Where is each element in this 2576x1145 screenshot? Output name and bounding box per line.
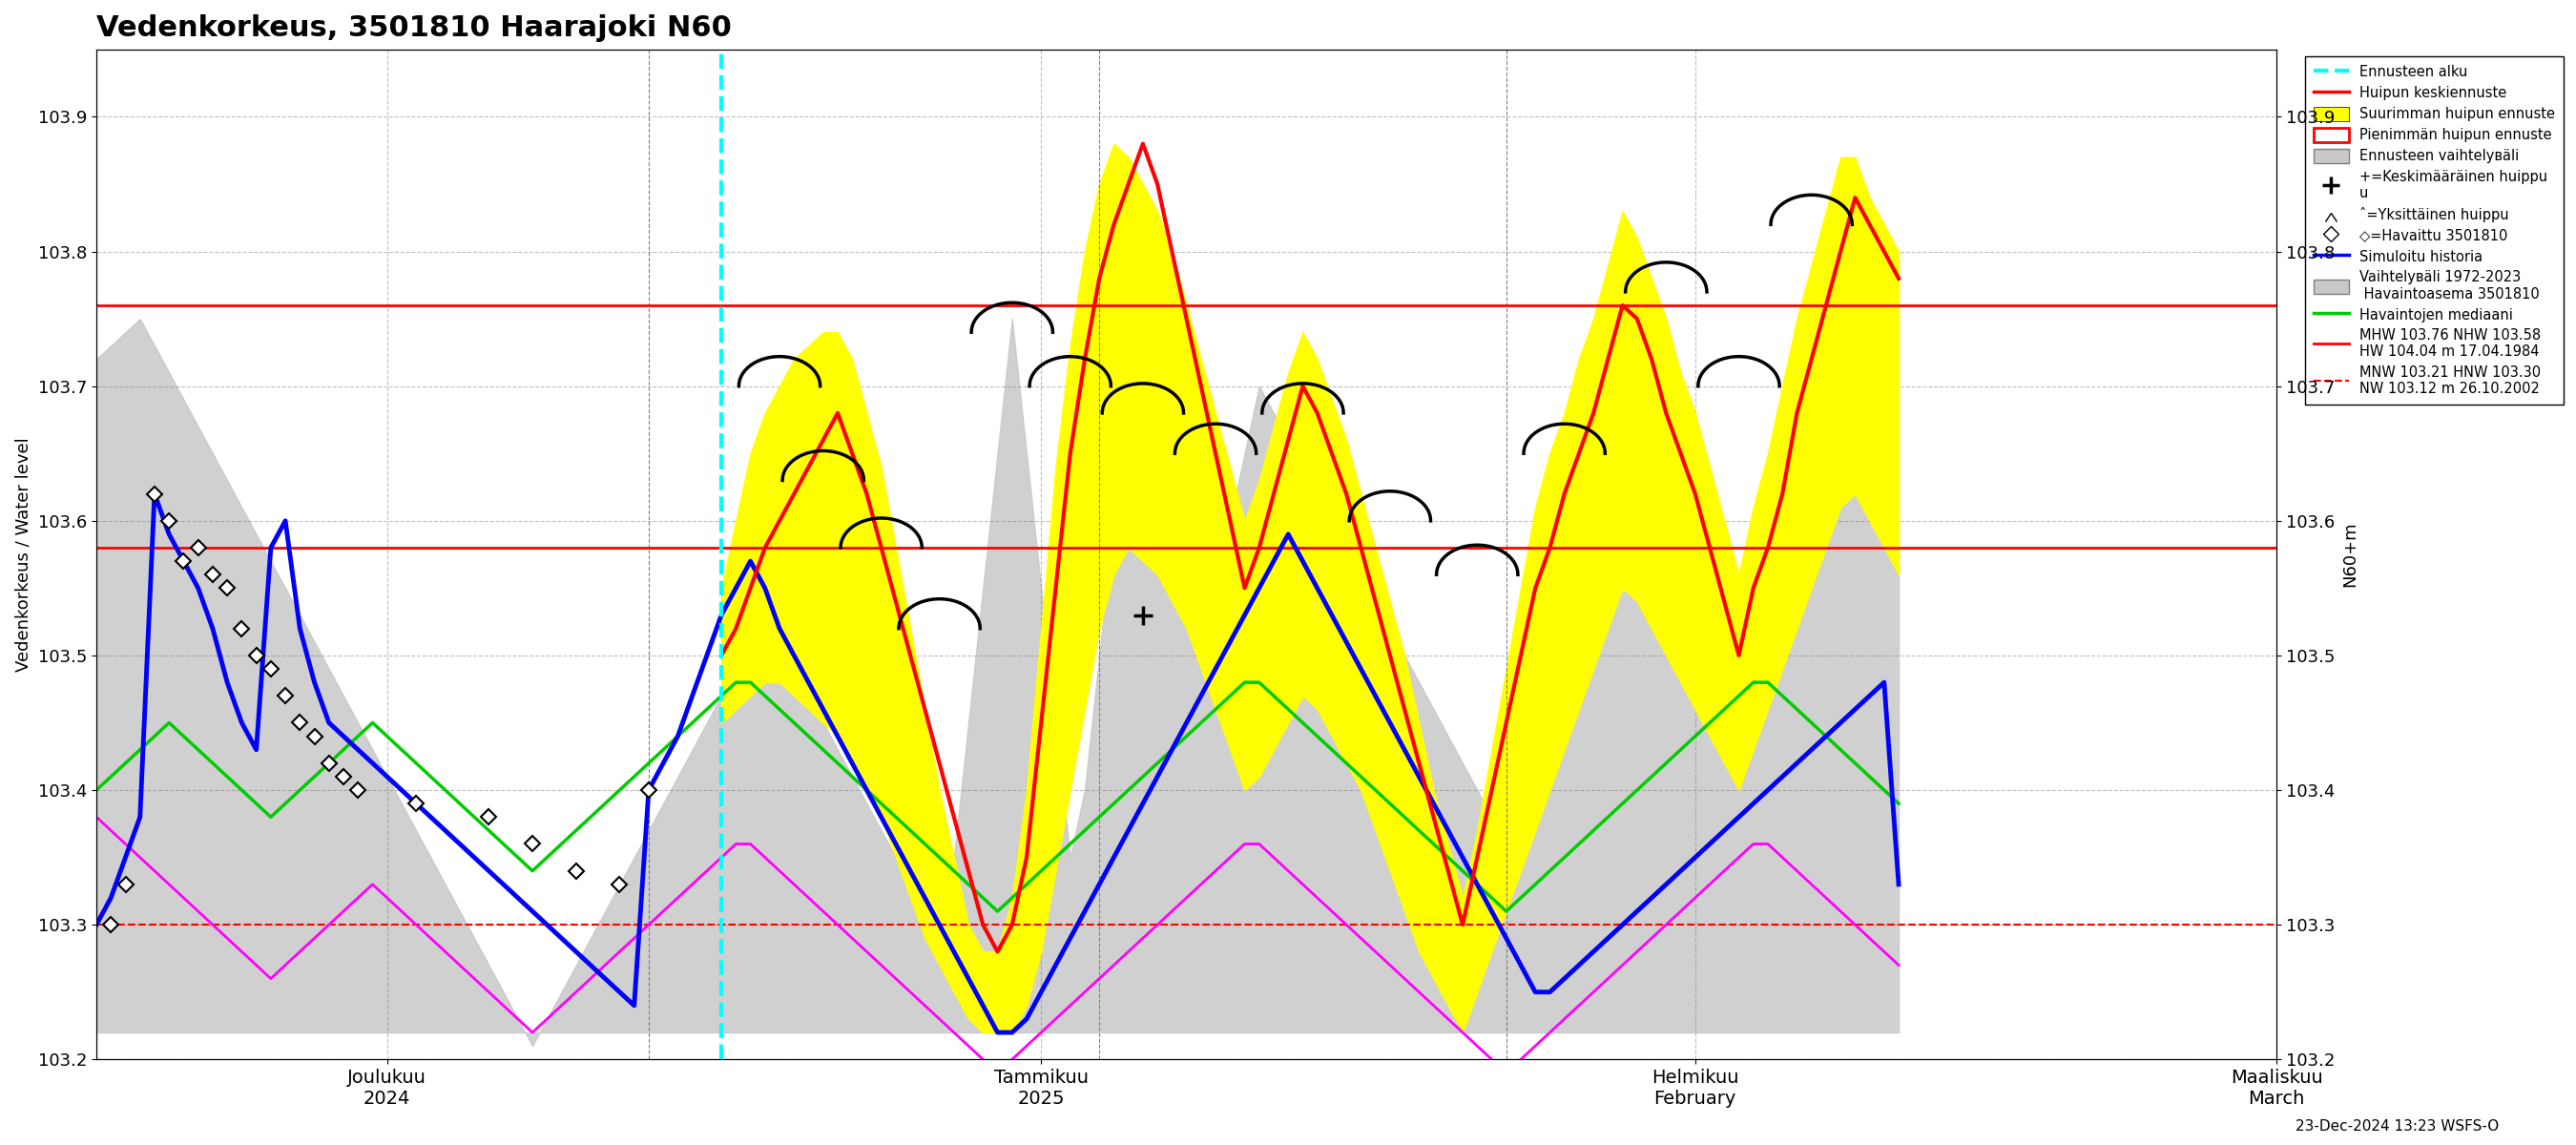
Legend: Ennusteen alku, Huipun keskiennuste, Suurimman huipun ennuste, Pienimmän huipun : Ennusteen alku, Huipun keskiennuste, Suu… bbox=[2306, 56, 2563, 404]
Y-axis label: Vedenkorkeus / Water level: Vedenkorkeus / Water level bbox=[15, 437, 31, 672]
Text: Vedenkorkeus, 3501810 Haarajoki N60: Vedenkorkeus, 3501810 Haarajoki N60 bbox=[95, 14, 732, 42]
Y-axis label: N60+m: N60+m bbox=[2342, 522, 2360, 587]
Text: 23-Dec-2024 13:23 WSFS-O: 23-Dec-2024 13:23 WSFS-O bbox=[2295, 1120, 2499, 1134]
